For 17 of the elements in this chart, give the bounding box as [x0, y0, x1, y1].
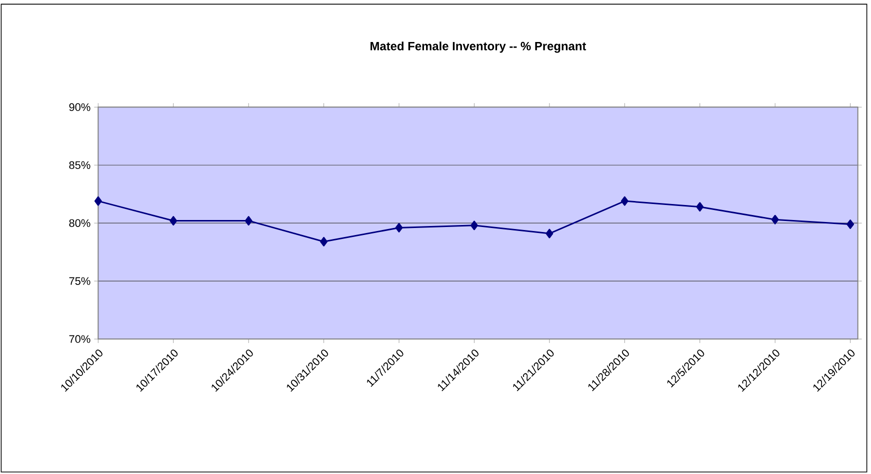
point [846, 219, 854, 229]
y-tick-label: 75% [69, 277, 90, 285]
point [395, 222, 403, 232]
point [320, 236, 328, 246]
point [170, 216, 178, 226]
y-tick-label: 90% [69, 103, 90, 111]
point [470, 220, 478, 230]
point [771, 214, 779, 224]
chart-title: Mated Female Inventory -- % Pregnant [370, 42, 586, 53]
y-tick-label: 70% [69, 335, 90, 343]
point [94, 196, 102, 206]
point [620, 196, 628, 206]
y-tick-label: 85% [69, 161, 90, 169]
point [696, 202, 704, 212]
point [546, 228, 554, 238]
point [244, 216, 252, 226]
y-tick-label: 80% [69, 219, 90, 227]
